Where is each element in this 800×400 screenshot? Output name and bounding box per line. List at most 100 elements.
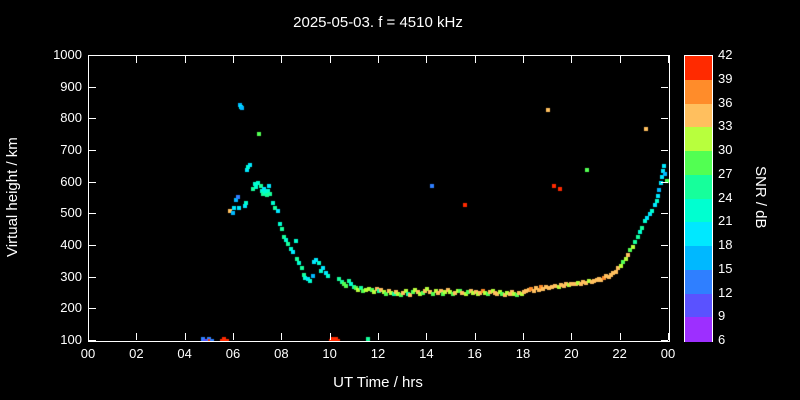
x-tick-label: 20 xyxy=(564,346,579,361)
colorbar-tick-label: 27 xyxy=(718,165,733,181)
y-tick-mark xyxy=(89,245,96,246)
y-tick-label: 200 xyxy=(60,300,82,316)
x-tick-mark xyxy=(233,56,234,63)
y-axis-title: Virtual height / km xyxy=(4,137,21,258)
y-tick-label: 900 xyxy=(60,78,82,94)
colorbar-tick-label: 15 xyxy=(718,260,733,276)
x-tick-mark xyxy=(619,56,621,63)
x-tick-label: 02 xyxy=(129,346,144,361)
y-tick-mark xyxy=(89,86,96,88)
x-tick-mark xyxy=(571,56,573,63)
scatter-canvas xyxy=(89,56,669,341)
y-tick-label: 800 xyxy=(60,110,82,126)
x-tick-mark xyxy=(136,56,138,63)
x-tick-mark xyxy=(184,56,186,63)
x-tick-mark xyxy=(378,56,379,63)
colorbar-tick-label: 39 xyxy=(718,70,733,86)
x-tick-mark xyxy=(329,333,331,340)
x-tick-label: 22 xyxy=(612,346,627,361)
colorbar-tick-label: 33 xyxy=(718,118,733,134)
y-tick-mark xyxy=(661,245,668,246)
y-tick-mark xyxy=(661,276,668,278)
colorbar-tick-label: 18 xyxy=(718,237,733,252)
colorbar-tick-label: 36 xyxy=(718,94,733,110)
y-tick-label: 400 xyxy=(60,237,82,252)
colorbar-tick-label: 21 xyxy=(718,213,733,229)
colorbar-tick-label: 9 xyxy=(718,308,726,324)
y-tick-mark xyxy=(661,118,668,120)
y-tick-mark xyxy=(89,118,96,120)
y-tick-mark xyxy=(661,55,668,56)
x-tick-mark xyxy=(668,56,669,63)
x-tick-label: 00 xyxy=(80,346,96,361)
chart-title: 2025-05-03. f = 4510 kHz xyxy=(293,14,463,31)
x-axis-title: UT Time / hrs xyxy=(333,374,423,391)
colorbar-tick-label: 30 xyxy=(718,142,733,157)
x-tick-mark xyxy=(668,333,669,340)
colorbar-segment xyxy=(685,222,712,247)
x-tick-mark xyxy=(523,333,524,340)
x-tick-mark xyxy=(426,56,428,63)
colorbar-tick-label: 6 xyxy=(718,332,726,347)
y-tick-label: 700 xyxy=(60,142,82,157)
colorbar-segment xyxy=(685,246,712,271)
x-tick-label: 12 xyxy=(370,346,386,361)
x-tick-mark xyxy=(378,333,379,340)
x-tick-mark xyxy=(88,333,89,340)
x-tick-label: 16 xyxy=(467,346,482,361)
colorbar xyxy=(684,55,713,342)
x-tick-label: 08 xyxy=(274,346,289,361)
colorbar-tick-label: 42 xyxy=(718,47,733,62)
colorbar-segment xyxy=(685,79,712,104)
x-tick-label: 04 xyxy=(177,346,192,361)
colorbar-tick-label: 24 xyxy=(718,189,733,205)
y-tick-mark xyxy=(661,181,668,183)
x-tick-mark xyxy=(619,333,621,340)
x-tick-mark xyxy=(281,333,283,340)
y-tick-mark xyxy=(89,150,96,151)
x-tick-mark xyxy=(571,333,573,340)
colorbar-title: SNR / dB xyxy=(752,166,769,229)
x-tick-mark xyxy=(233,333,234,340)
y-tick-label: 100 xyxy=(60,332,82,347)
x-tick-label: 10 xyxy=(322,346,337,361)
y-tick-mark xyxy=(89,55,96,56)
x-tick-mark xyxy=(426,333,428,340)
x-tick-mark xyxy=(474,333,476,340)
colorbar-segment xyxy=(685,269,712,294)
x-tick-mark xyxy=(281,56,283,63)
y-tick-mark xyxy=(661,340,668,341)
x-tick-mark xyxy=(136,333,138,340)
y-tick-label: 1000 xyxy=(53,47,82,62)
y-tick-mark xyxy=(89,308,96,310)
y-tick-mark xyxy=(661,213,668,215)
y-tick-mark xyxy=(89,276,96,278)
y-tick-label: 500 xyxy=(60,205,82,221)
colorbar-segment xyxy=(685,317,712,342)
x-tick-mark xyxy=(523,56,524,63)
y-tick-mark xyxy=(89,340,96,341)
x-tick-mark xyxy=(474,56,476,63)
y-tick-mark xyxy=(661,308,668,310)
x-tick-label: 18 xyxy=(515,346,531,361)
colorbar-segment xyxy=(685,151,712,176)
x-tick-label: 14 xyxy=(419,346,434,361)
colorbar-tick-label: 12 xyxy=(718,284,733,300)
colorbar-segment xyxy=(685,56,712,81)
colorbar-segment xyxy=(685,127,712,152)
plot-area xyxy=(88,55,670,342)
x-tick-label: 06 xyxy=(225,346,241,361)
colorbar-segment xyxy=(685,293,712,318)
y-tick-mark xyxy=(89,181,96,183)
x-tick-mark xyxy=(184,333,186,340)
y-tick-label: 600 xyxy=(60,173,82,189)
y-tick-mark xyxy=(661,150,668,151)
x-tick-mark xyxy=(329,56,331,63)
colorbar-segment xyxy=(685,174,712,199)
x-tick-mark xyxy=(88,56,89,63)
x-tick-label: 00 xyxy=(660,346,676,361)
colorbar-segment xyxy=(685,198,712,223)
colorbar-segment xyxy=(685,103,712,128)
y-tick-label: 300 xyxy=(60,268,82,284)
